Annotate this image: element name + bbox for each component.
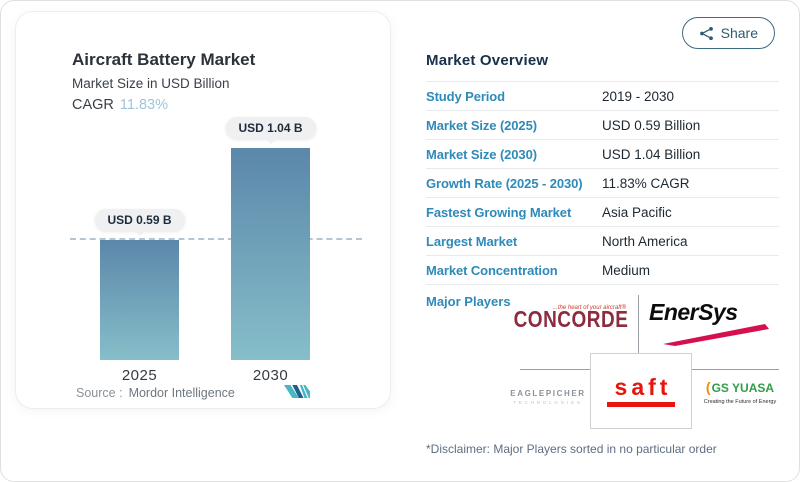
concorde-wordmark: CONCORDE: [513, 307, 629, 333]
row-value: Medium: [602, 262, 651, 278]
gs-yuasa-wordmark: (GS YUASA: [705, 379, 775, 395]
logo-gs-yuasa: (GS YUASA Creating the Future of Energy: [697, 379, 783, 405]
chart-cagr-line: CAGR 11.83%: [72, 97, 168, 113]
eaglepicher-wordmark: EAGLEPICHER: [510, 389, 586, 398]
eaglepicher-sub: TECHNOLOGIES: [513, 400, 583, 405]
gs-yuasa-tagline: Creating the Future of Energy: [703, 399, 777, 405]
row-label: Study Period: [426, 88, 505, 104]
logo-saft: saft: [590, 353, 692, 429]
row-value: 11.83% CAGR: [602, 175, 690, 191]
bar-group-2030: USD 1.04 B 2030: [225, 117, 316, 384]
bar-2025: [100, 240, 179, 360]
enersys-wordmark: EnerSys: [649, 299, 738, 325]
saft-underline: [607, 401, 675, 407]
chart-card: Aircraft Battery Market Market Size in U…: [15, 11, 391, 409]
source-label: Source :: [76, 386, 123, 400]
row-label: Largest Market: [426, 233, 518, 249]
logo-concorde: ...the heart of your aircraft® CONCORDE: [512, 305, 630, 333]
cagr-value: 11.83%: [119, 97, 169, 113]
row-label: Market Size (2030): [426, 146, 537, 162]
table-row: Market Size (2025) USD 0.59 Billion: [426, 111, 779, 140]
major-players-grid: ...the heart of your aircraft® CONCORDE …: [506, 293, 781, 435]
table-row: Largest Market North America: [426, 227, 779, 256]
grid-divider: [638, 295, 639, 369]
row-value: USD 1.04 Billion: [602, 146, 701, 162]
cagr-label: CAGR: [72, 97, 114, 113]
row-value: North America: [602, 233, 688, 249]
row-label: Fastest Growing Market: [426, 204, 572, 220]
table-row: Study Period 2019 - 2030: [426, 82, 779, 111]
table-row: Fastest Growing Market Asia Pacific: [426, 198, 779, 227]
bar-value-tooltip: USD 1.04 B: [225, 117, 316, 139]
row-label: Market Concentration: [426, 262, 558, 278]
logo-eaglepicher: EAGLEPICHER TECHNOLOGIES: [506, 389, 590, 405]
concorde-tagline: ...the heart of your aircraft®: [552, 305, 626, 311]
x-axis-label: 2030: [252, 367, 289, 384]
saft-wordmark: saft: [614, 373, 672, 400]
x-axis-label: 2025: [121, 367, 158, 384]
row-value: 2019 - 2030: [602, 88, 675, 104]
disclaimer-text: *Disclaimer: Major Players sorted in no …: [426, 442, 717, 456]
bar-chart: USD 0.59 B 2025 USD 1.04 B 2030: [70, 117, 362, 384]
bar-value-tooltip: USD 0.59 B: [94, 209, 185, 231]
table-row: Market Size (2030) USD 1.04 Billion: [426, 140, 779, 169]
row-label: Growth Rate (2025 - 2030): [426, 175, 583, 191]
source-value: Mordor Intelligence: [128, 386, 235, 400]
reference-dashed-line: [70, 238, 362, 240]
share-label: Share: [720, 25, 758, 41]
overview-heading: Market Overview: [426, 52, 549, 69]
source-line: Source : Mordor Intelligence: [76, 386, 235, 400]
table-row: Market Concentration Medium: [426, 256, 779, 285]
share-icon: [699, 26, 713, 40]
overview-table: Study Period 2019 - 2030 Market Size (20…: [426, 81, 779, 285]
bar-2030: [231, 148, 310, 360]
chart-title: Aircraft Battery Market: [72, 50, 256, 69]
mordor-intelligence-logo-icon: [284, 384, 310, 399]
row-label: Market Size (2025): [426, 117, 537, 133]
row-value: USD 0.59 Billion: [602, 117, 701, 133]
enersys-swoosh-icon: [663, 324, 769, 346]
gs-yuasa-paren-icon: (: [705, 379, 711, 395]
row-value: Asia Pacific: [602, 204, 672, 220]
logo-enersys: EnerSys: [649, 301, 779, 346]
bar-group-2025: USD 0.59 B 2025: [94, 132, 185, 384]
share-button[interactable]: Share: [681, 17, 775, 49]
major-players-label: Major Players: [426, 294, 511, 309]
chart-subtitle: Market Size in USD Billion: [72, 76, 230, 91]
table-row: Growth Rate (2025 - 2030) 11.83% CAGR: [426, 169, 779, 198]
